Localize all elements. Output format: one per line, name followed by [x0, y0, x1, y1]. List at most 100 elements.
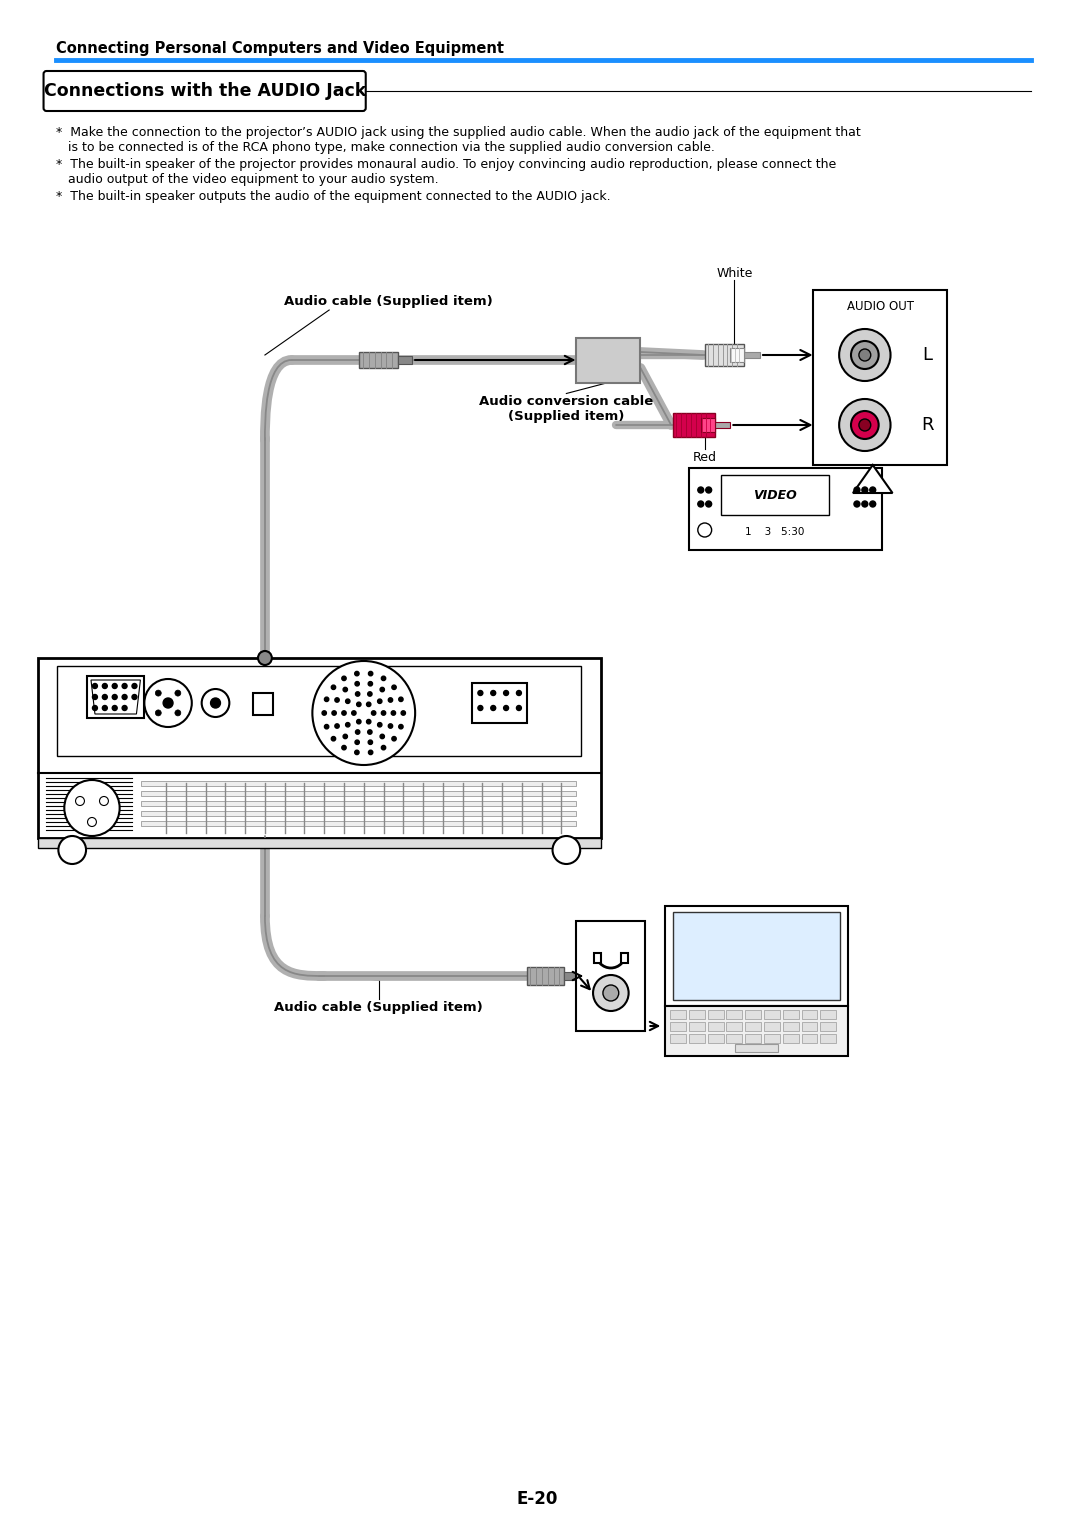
Text: Audio cable (Supplied item): Audio cable (Supplied item)	[284, 295, 492, 308]
Bar	[670, 1035, 686, 1042]
Text: *  The built-in speaker outputs the audio of the equipment connected to the AUDI: * The built-in speaker outputs the audio…	[56, 191, 611, 203]
Polygon shape	[853, 465, 892, 493]
Circle shape	[354, 671, 359, 676]
Circle shape	[343, 734, 348, 739]
Circle shape	[367, 691, 372, 696]
Circle shape	[346, 699, 350, 703]
Bar	[801, 1022, 818, 1032]
Circle shape	[76, 797, 84, 806]
Bar	[141, 810, 577, 816]
Text: L: L	[922, 346, 932, 365]
Circle shape	[839, 330, 891, 382]
Circle shape	[322, 711, 326, 716]
Circle shape	[368, 751, 373, 754]
Circle shape	[705, 501, 712, 507]
Circle shape	[869, 501, 876, 507]
Bar	[141, 781, 577, 786]
Bar	[472, 684, 527, 723]
Bar	[670, 1022, 686, 1032]
Circle shape	[401, 711, 405, 716]
Circle shape	[859, 420, 870, 430]
Circle shape	[389, 697, 393, 702]
Text: (Supplied item): (Supplied item)	[509, 409, 624, 423]
Circle shape	[553, 836, 580, 864]
Circle shape	[593, 975, 629, 1012]
Circle shape	[112, 684, 117, 688]
Circle shape	[312, 661, 415, 765]
Circle shape	[324, 697, 328, 702]
Bar	[745, 1010, 761, 1019]
Circle shape	[356, 719, 361, 723]
Circle shape	[341, 711, 347, 716]
Circle shape	[343, 687, 348, 691]
Circle shape	[175, 710, 180, 716]
Circle shape	[122, 684, 127, 688]
Bar	[707, 1022, 724, 1032]
Circle shape	[346, 722, 350, 726]
FancyBboxPatch shape	[43, 72, 366, 111]
Bar	[673, 414, 715, 436]
Bar	[594, 954, 600, 963]
Circle shape	[368, 740, 373, 745]
Bar	[701, 418, 715, 432]
Circle shape	[156, 690, 161, 696]
Text: Audio cable (Supplied item): Audio cable (Supplied item)	[274, 1001, 483, 1013]
Circle shape	[332, 685, 336, 690]
Circle shape	[368, 671, 373, 676]
Bar	[801, 1035, 818, 1042]
Circle shape	[854, 501, 860, 507]
Circle shape	[698, 523, 712, 537]
Bar	[764, 1022, 780, 1032]
Circle shape	[335, 723, 339, 728]
Bar	[253, 693, 273, 716]
Bar	[727, 1010, 742, 1019]
Bar	[621, 954, 627, 963]
Bar	[359, 353, 399, 368]
Circle shape	[122, 694, 127, 699]
Bar	[399, 356, 413, 365]
Circle shape	[851, 340, 879, 369]
Circle shape	[378, 722, 382, 726]
Circle shape	[355, 729, 360, 734]
Circle shape	[145, 679, 192, 726]
Bar	[670, 1010, 686, 1019]
Bar	[821, 1022, 836, 1032]
Circle shape	[258, 652, 272, 665]
Circle shape	[378, 699, 382, 703]
Text: Audio conversion cable: Audio conversion cable	[480, 395, 653, 407]
Bar	[38, 658, 600, 838]
Circle shape	[93, 705, 97, 711]
Text: *  The built-in speaker of the projector provides monaural audio. To enjoy convi: * The built-in speaker of the projector …	[56, 159, 837, 171]
Bar	[689, 1010, 705, 1019]
Circle shape	[392, 685, 396, 690]
Circle shape	[603, 984, 619, 1001]
Bar	[57, 665, 581, 755]
Text: E-20: E-20	[516, 1489, 557, 1508]
Circle shape	[103, 684, 107, 688]
Bar	[141, 821, 577, 826]
Circle shape	[175, 690, 180, 696]
Bar	[565, 972, 577, 980]
Bar	[527, 967, 565, 984]
Circle shape	[341, 676, 347, 681]
Circle shape	[112, 705, 117, 711]
Circle shape	[698, 487, 704, 493]
Circle shape	[503, 690, 509, 696]
Circle shape	[381, 676, 386, 681]
Bar	[689, 468, 881, 549]
Circle shape	[399, 725, 403, 729]
Circle shape	[324, 725, 328, 729]
Bar	[783, 1010, 798, 1019]
Bar	[730, 348, 744, 362]
Circle shape	[163, 697, 173, 708]
Polygon shape	[91, 681, 140, 714]
Circle shape	[854, 487, 860, 493]
Bar	[707, 1010, 724, 1019]
Circle shape	[381, 745, 386, 749]
Text: Connecting Personal Computers and Video Equipment: Connecting Personal Computers and Video …	[56, 41, 504, 56]
Circle shape	[366, 719, 370, 723]
Text: R: R	[921, 417, 933, 433]
Circle shape	[392, 737, 396, 742]
Bar	[705, 343, 744, 366]
Circle shape	[122, 705, 127, 711]
